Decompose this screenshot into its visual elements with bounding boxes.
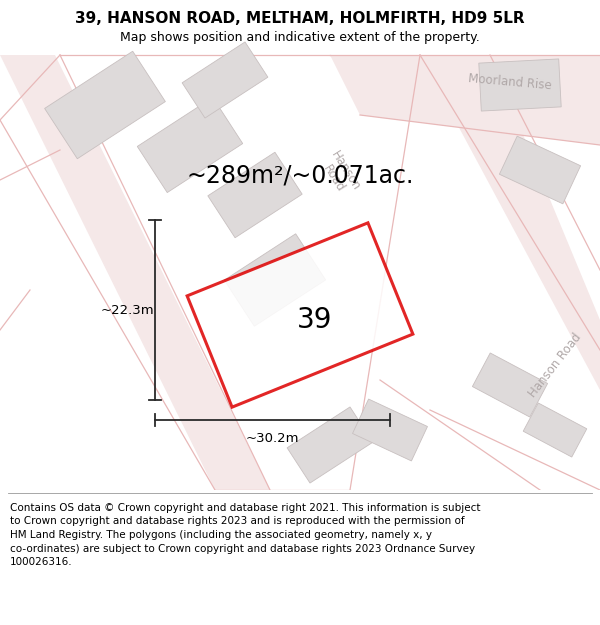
Polygon shape xyxy=(472,353,548,417)
Text: Hanson
Road: Hanson Road xyxy=(317,149,363,201)
Text: 39, HANSON ROAD, MELTHAM, HOLMFIRTH, HD9 5LR: 39, HANSON ROAD, MELTHAM, HOLMFIRTH, HD9… xyxy=(75,11,525,26)
Text: co-ordinates) are subject to Crown copyright and database rights 2023 Ordnance S: co-ordinates) are subject to Crown copyr… xyxy=(10,544,475,554)
Text: Map shows position and indicative extent of the property.: Map shows position and indicative extent… xyxy=(120,31,480,44)
Polygon shape xyxy=(208,152,302,238)
Text: ~22.3m: ~22.3m xyxy=(100,304,154,316)
Text: Hanson Road: Hanson Road xyxy=(526,331,584,399)
Text: ~289m²/~0.071ac.: ~289m²/~0.071ac. xyxy=(187,163,413,187)
Polygon shape xyxy=(479,59,561,111)
Text: to Crown copyright and database rights 2023 and is reproduced with the permissio: to Crown copyright and database rights 2… xyxy=(10,516,464,526)
Polygon shape xyxy=(353,399,427,461)
Text: ~30.2m: ~30.2m xyxy=(246,431,299,444)
Text: HM Land Registry. The polygons (including the associated geometry, namely x, y: HM Land Registry. The polygons (includin… xyxy=(10,530,432,540)
Text: 39: 39 xyxy=(297,306,333,334)
Text: Moorland Rise: Moorland Rise xyxy=(468,72,552,92)
Polygon shape xyxy=(330,55,600,145)
Polygon shape xyxy=(137,98,243,192)
Polygon shape xyxy=(523,403,587,457)
Polygon shape xyxy=(224,234,326,326)
Polygon shape xyxy=(44,51,166,159)
Polygon shape xyxy=(287,407,373,483)
Polygon shape xyxy=(420,55,600,390)
Polygon shape xyxy=(499,136,581,204)
Text: 100026316.: 100026316. xyxy=(10,557,73,567)
Polygon shape xyxy=(0,55,270,490)
Polygon shape xyxy=(182,42,268,118)
Polygon shape xyxy=(187,223,413,407)
Text: Contains OS data © Crown copyright and database right 2021. This information is : Contains OS data © Crown copyright and d… xyxy=(10,503,481,513)
